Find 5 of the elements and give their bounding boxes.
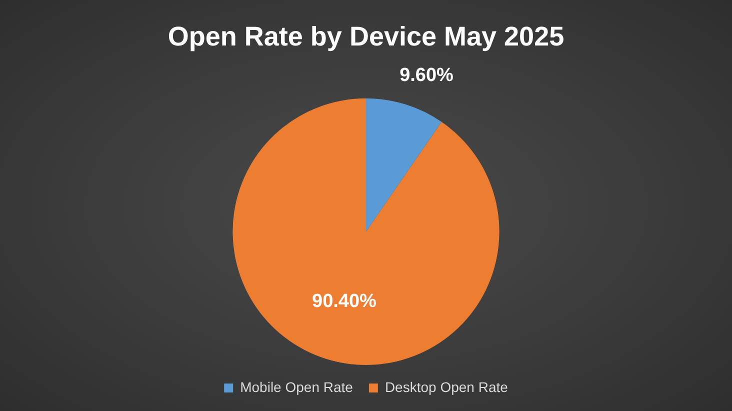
legend-label: Mobile Open Rate [240, 378, 354, 395]
chart-title: Open Rate by Device May 2025 [168, 22, 564, 52]
legend-label: Desktop Open Rate [384, 378, 508, 395]
data-label: 90.40% [312, 290, 377, 312]
data-label: 9.60% [400, 65, 454, 86]
